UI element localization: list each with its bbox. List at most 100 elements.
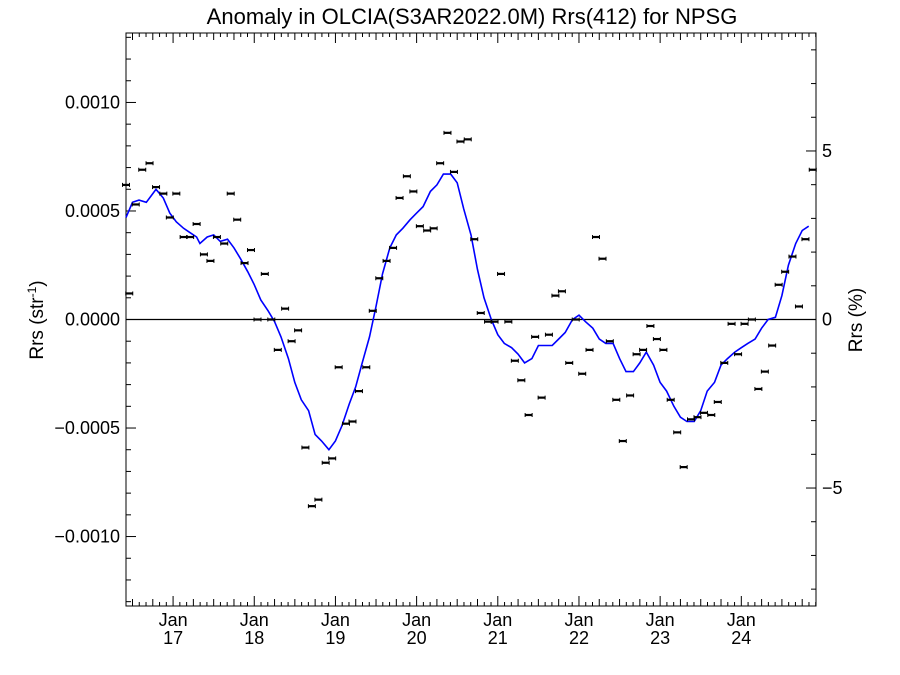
data-point <box>646 324 655 329</box>
x-tick-label-year: 21 <box>488 628 508 648</box>
data-point <box>131 202 140 207</box>
left-y-axis-label: Rrs (str-1) <box>25 280 48 359</box>
data-point <box>768 343 777 348</box>
data-point <box>273 347 282 352</box>
data-point <box>354 389 363 394</box>
left-y-label-close: ) <box>27 280 48 286</box>
data-point <box>781 269 790 274</box>
right-y-axis-label: Rrs (%) <box>846 288 867 352</box>
data-point <box>321 460 330 465</box>
right-y-axis: 5 0 −5 <box>806 49 843 590</box>
x-tick-label-year: 23 <box>650 628 670 648</box>
data-point <box>551 293 560 298</box>
data-point <box>510 358 519 363</box>
data-point <box>165 215 174 220</box>
data-point <box>618 439 627 444</box>
data-point <box>598 256 607 261</box>
data-point <box>517 378 526 383</box>
data-point <box>409 189 418 194</box>
data-point <box>565 360 574 365</box>
data-point <box>497 271 506 276</box>
x-tick-label-month: Jan <box>564 610 593 630</box>
data-point <box>301 445 310 450</box>
left-y-axis: 0.0010 0.0005 0.0000 −0.0005 −0.0010 <box>54 36 136 603</box>
data-point <box>544 332 553 337</box>
left-y-tick-label: 0.0000 <box>65 310 120 330</box>
data-point <box>659 347 668 352</box>
data-point <box>368 308 377 313</box>
data-point <box>192 222 201 226</box>
data-point <box>436 161 445 166</box>
data-point <box>734 352 743 357</box>
data-point <box>727 321 736 326</box>
data-point <box>375 276 384 281</box>
right-y-tick-label: 5 <box>822 141 832 161</box>
data-point <box>713 399 722 404</box>
data-point <box>571 317 580 322</box>
data-point <box>794 304 803 309</box>
data-point <box>788 254 797 259</box>
data-point <box>639 347 648 352</box>
data-point <box>138 167 147 172</box>
data-point <box>159 191 168 196</box>
x-tick-label-month: Jan <box>240 610 269 630</box>
data-point <box>172 191 181 196</box>
data-point <box>240 261 249 266</box>
data-point <box>362 365 371 370</box>
data-point <box>395 195 404 200</box>
data-point <box>287 339 296 344</box>
data-point <box>152 185 161 190</box>
data-point <box>125 291 134 296</box>
data-point <box>592 235 601 240</box>
data-point <box>531 334 540 339</box>
data-point <box>720 360 729 365</box>
data-point <box>707 413 716 417</box>
data-point <box>632 352 641 357</box>
data-point <box>504 319 513 324</box>
data-point <box>470 237 479 242</box>
monthly-points-series <box>122 130 817 509</box>
x-tick-label-year: 22 <box>569 628 589 648</box>
left-y-tick-label: −0.0005 <box>54 418 120 438</box>
data-point <box>524 413 533 417</box>
data-point <box>774 282 783 287</box>
x-tick-label-year: 24 <box>731 628 751 648</box>
data-point <box>808 167 817 172</box>
data-point <box>348 419 357 424</box>
x-tick-label-year: 19 <box>325 628 345 648</box>
left-y-tick-label: −0.0010 <box>54 527 120 547</box>
data-point <box>754 386 763 391</box>
data-point <box>693 415 702 420</box>
data-point <box>557 289 566 294</box>
data-point <box>260 271 269 276</box>
data-point <box>220 241 229 246</box>
data-point <box>449 169 458 174</box>
data-point <box>314 497 323 502</box>
data-point <box>740 321 749 326</box>
data-point <box>423 228 432 233</box>
right-y-tick-label: −5 <box>822 478 843 498</box>
data-point <box>179 235 188 240</box>
data-point <box>206 258 215 263</box>
x-tick-label-month: Jan <box>321 610 350 630</box>
data-point <box>463 137 472 142</box>
data-point <box>429 226 438 231</box>
smoothed-series <box>125 173 810 451</box>
data-point <box>122 182 130 187</box>
x-tick-label-year: 18 <box>244 628 264 648</box>
x-tick-label-month: Jan <box>727 610 756 630</box>
left-y-tick-label: 0.0005 <box>65 201 120 221</box>
data-point <box>334 365 343 370</box>
data-point <box>801 237 810 242</box>
x-tick-label-month: Jan <box>646 610 675 630</box>
data-point <box>389 245 398 250</box>
smoothed-line <box>125 173 810 451</box>
data-point <box>212 235 221 240</box>
data-point <box>578 371 587 376</box>
data-point <box>652 337 661 342</box>
data-point <box>281 306 290 311</box>
data-point <box>484 319 493 324</box>
data-point <box>247 248 256 253</box>
data-point <box>699 410 708 415</box>
